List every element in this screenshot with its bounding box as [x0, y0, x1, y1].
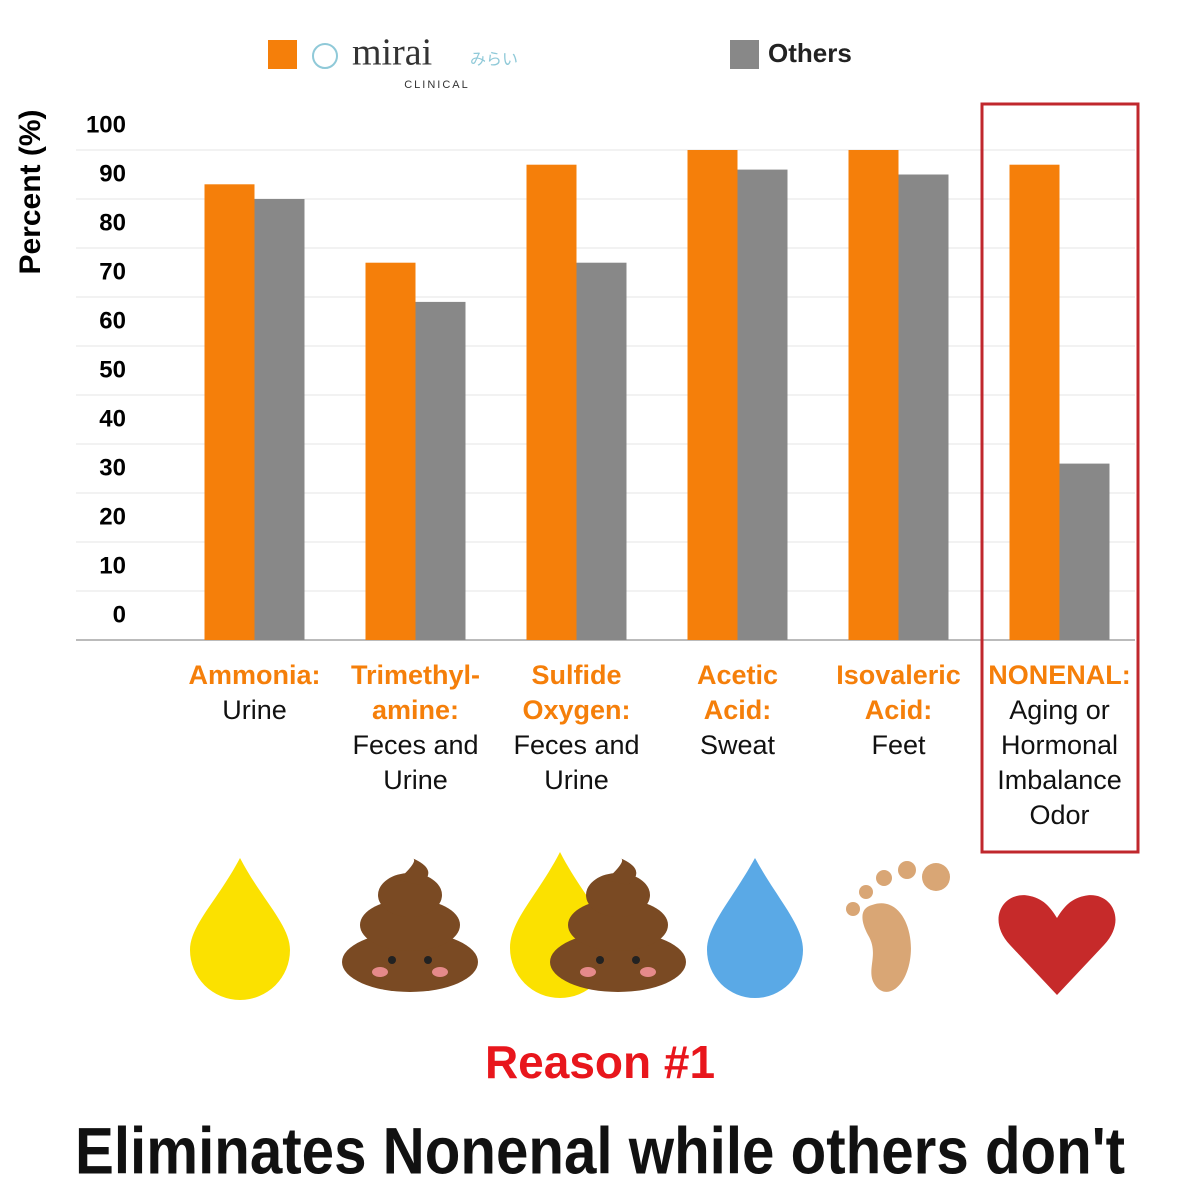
y-tick-label: 40 [99, 405, 126, 432]
category-source: Imbalance [997, 765, 1122, 795]
legend-swatch [268, 40, 297, 69]
category-name: Acetic [697, 660, 778, 690]
category-source: Feces and [513, 730, 639, 760]
category-name: Acid: [865, 695, 933, 725]
category-source: Hormonal [1001, 730, 1118, 760]
category-name: Sulfide [531, 660, 621, 690]
y-tick-label: 10 [99, 552, 126, 579]
reason-label: Reason #1 [485, 1036, 715, 1088]
bar [204, 184, 255, 641]
category-name: NONENAL: [988, 660, 1131, 690]
legend-swatch [730, 40, 759, 69]
bar [898, 174, 949, 640]
highlight-box [980, 102, 1140, 854]
bar [365, 262, 416, 640]
category-source: Urine [544, 765, 609, 795]
bar [526, 164, 577, 640]
category-source: Feces and [352, 730, 478, 760]
category-source: Odor [1029, 800, 1089, 830]
category-name: Isovaleric [836, 660, 961, 690]
headline: Eliminates Nonenal while others don't [75, 1113, 1125, 1187]
y-tick-label: 80 [99, 209, 126, 236]
bar [576, 262, 627, 640]
bar [415, 301, 466, 640]
logo-subtitle: CLINICAL [404, 79, 470, 91]
logo-mark [312, 43, 338, 69]
category-source: Aging or [1009, 695, 1110, 725]
y-tick-label: 70 [99, 258, 126, 285]
bar [737, 169, 788, 640]
logo-kana: みらい [470, 50, 518, 69]
bar [1059, 463, 1110, 640]
y-tick-label: 30 [99, 454, 126, 481]
y-axis-label: Percent (%) [14, 109, 47, 274]
category-source: Sweat [700, 730, 776, 760]
category-name: Trimethyl- [351, 660, 480, 690]
legend-label: Others [768, 38, 852, 68]
category-source: Feet [871, 730, 926, 760]
bar [254, 199, 305, 640]
category-name: Acid: [704, 695, 772, 725]
poop-icon [550, 858, 686, 992]
icons [190, 852, 1116, 1000]
y-tick-label: 60 [99, 307, 126, 334]
category-name: Oxygen: [522, 695, 630, 725]
y-tick-label: 90 [99, 160, 126, 187]
bar [687, 150, 738, 640]
urine-drop-icon [190, 858, 290, 1000]
y-tick-label: 100 [86, 111, 126, 138]
poop-icon [342, 858, 478, 992]
category-source: Urine [222, 695, 287, 725]
bar [848, 150, 899, 640]
category-name: amine: [372, 695, 459, 725]
category-source: Urine [383, 765, 448, 795]
y-tick-label: 20 [99, 503, 126, 530]
sweat-drop-icon [707, 858, 803, 998]
legend-label: mirai [352, 32, 432, 74]
foot-icon [846, 861, 950, 992]
category-name: Ammonia: [188, 660, 320, 690]
bar [1009, 164, 1060, 640]
y-tick-label: 0 [113, 601, 126, 628]
y-tick-label: 50 [99, 356, 126, 383]
heart-icon [998, 895, 1116, 995]
